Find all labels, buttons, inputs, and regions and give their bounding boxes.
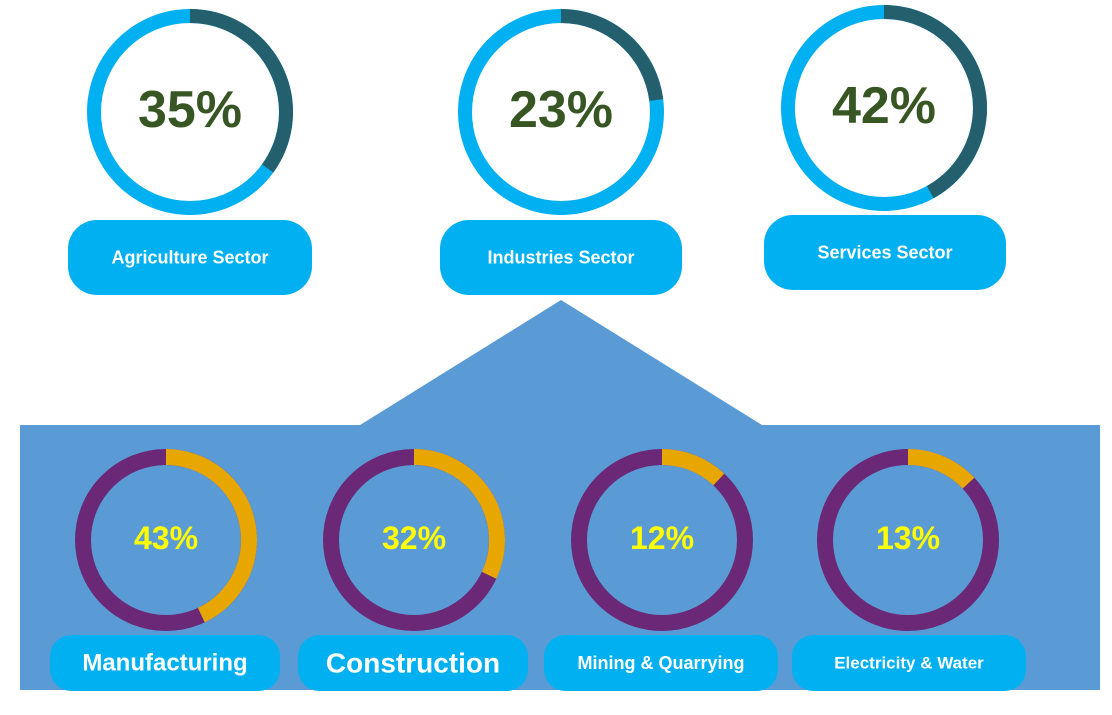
sector-label: Mining & Quarrying [577, 653, 744, 673]
sector-label: Industries Sector [487, 248, 634, 268]
percent-label: 23% [509, 81, 613, 139]
percent-label: 42% [832, 77, 936, 135]
percent-label: 13% [876, 520, 940, 556]
sector-pill [440, 220, 682, 295]
percent-label: 43% [134, 520, 198, 556]
donut-value-arc [907, 449, 975, 489]
percent-label: 35% [138, 81, 242, 139]
sector-label: Construction [326, 648, 500, 679]
sector-label: Agriculture Sector [111, 248, 268, 268]
sector-pill [544, 635, 778, 691]
percent-label: 12% [630, 520, 694, 556]
donut-value-arc [661, 449, 725, 486]
sector-label: Electricity & Water [834, 654, 984, 673]
donut-value-arc [560, 9, 664, 102]
donut-value-arc [883, 5, 987, 199]
sector-label: Manufacturing [82, 650, 247, 677]
sector-pill [50, 635, 280, 691]
sector-pill [298, 635, 528, 691]
donut-value-arc [413, 449, 505, 579]
sector-pill [764, 215, 1006, 290]
sector-label: Services Sector [817, 243, 952, 263]
donut-value-arc [189, 9, 293, 173]
percent-label: 32% [382, 520, 446, 556]
industries-panel [20, 300, 1100, 690]
sector-pill [792, 635, 1026, 691]
sector-pill [68, 220, 312, 295]
donut-value-arc [165, 449, 257, 623]
